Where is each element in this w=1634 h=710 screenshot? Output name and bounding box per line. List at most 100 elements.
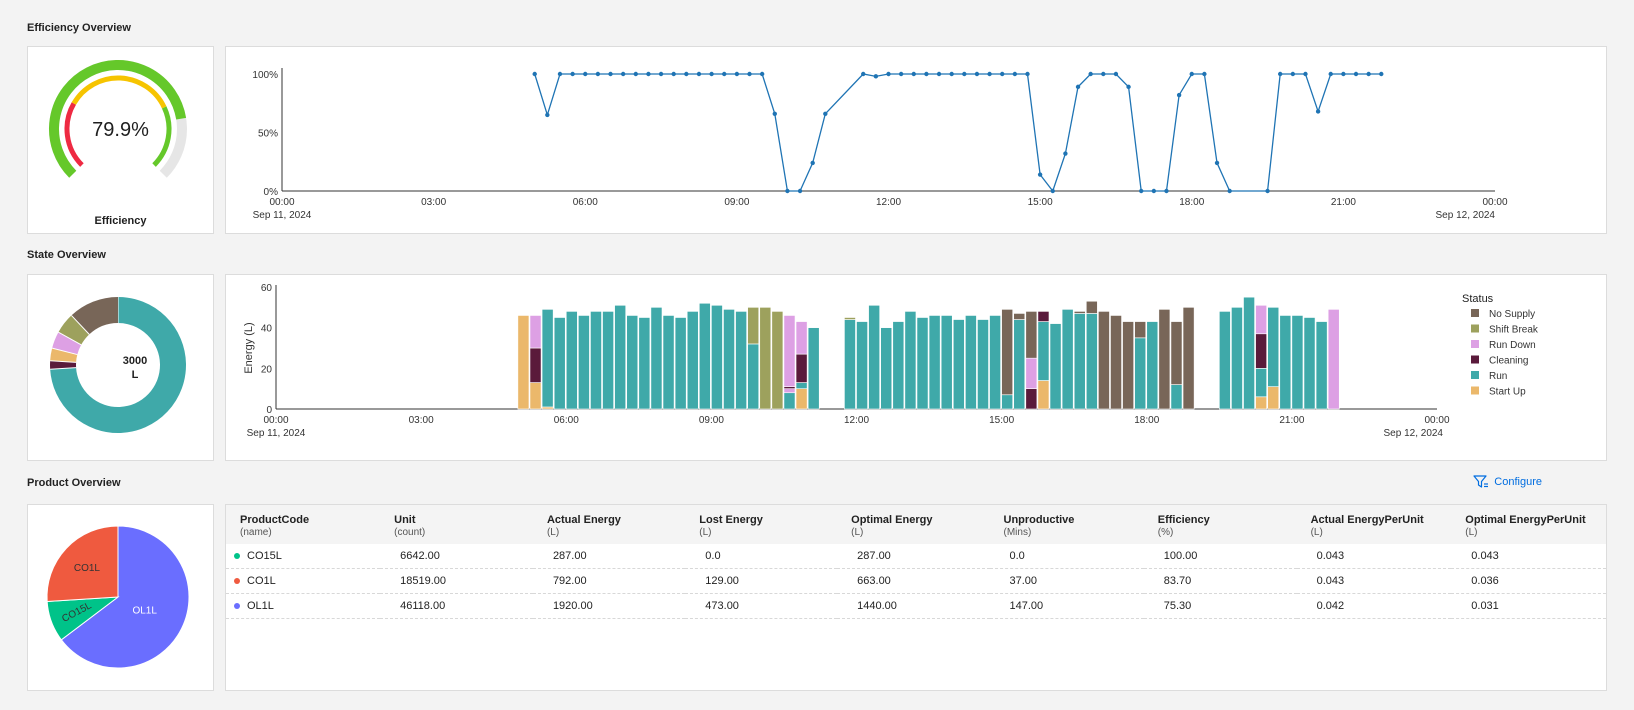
bar-segment[interactable]	[880, 327, 893, 410]
bar-segment[interactable]	[1037, 321, 1050, 381]
bar-segment[interactable]	[771, 311, 784, 410]
pie-slice[interactable]	[60, 525, 190, 669]
bar-segment[interactable]	[1001, 309, 1014, 396]
bar-segment[interactable]	[1255, 368, 1267, 398]
bar-segment[interactable]	[1085, 313, 1098, 410]
column-header[interactable]: Lost Energy (L)	[685, 505, 838, 544]
donut-slice[interactable]	[50, 297, 186, 433]
bar-segment[interactable]	[747, 307, 760, 345]
bar-segment[interactable]	[529, 347, 542, 383]
column-header[interactable]: Unit (count)	[380, 505, 533, 544]
column-header[interactable]: Efficiency (%)	[1143, 505, 1297, 544]
data-point[interactable]	[1025, 71, 1030, 77]
donut-slice[interactable]	[52, 332, 82, 355]
data-point[interactable]	[646, 71, 651, 77]
bar-segment[interactable]	[807, 327, 820, 410]
bar-segment[interactable]	[1146, 321, 1159, 410]
data-point[interactable]	[1164, 188, 1169, 194]
bar-segment[interactable]	[1255, 333, 1267, 369]
bar-segment[interactable]	[1255, 304, 1267, 335]
data-point[interactable]	[1037, 172, 1043, 177]
legend-item-label[interactable]: Cleaning	[1489, 356, 1528, 367]
bar-segment[interactable]	[795, 321, 808, 355]
data-point[interactable]	[684, 71, 689, 77]
data-point[interactable]	[595, 71, 601, 77]
data-point[interactable]	[1151, 188, 1157, 194]
configure-button[interactable]: Configure	[1473, 474, 1542, 490]
data-point[interactable]	[936, 71, 942, 77]
data-point[interactable]	[797, 188, 803, 194]
bar-segment[interactable]	[1073, 311, 1086, 314]
data-point[interactable]	[810, 160, 815, 166]
bar-segment[interactable]	[952, 319, 965, 410]
bar-segment[interactable]	[1013, 313, 1026, 320]
bar-segment[interactable]	[1061, 309, 1074, 410]
bar-segment[interactable]	[783, 386, 796, 389]
bar-segment[interactable]	[747, 343, 760, 410]
bar-segment[interactable]	[783, 388, 796, 394]
legend-item-label[interactable]: Shift Break	[1489, 325, 1539, 336]
bar-segment[interactable]	[1110, 315, 1122, 410]
bar-segment[interactable]	[1170, 384, 1183, 410]
data-point[interactable]	[671, 71, 676, 77]
bar-segment[interactable]	[1255, 396, 1267, 410]
bar-segment[interactable]	[1025, 311, 1038, 359]
column-header[interactable]: Actual Energy (L)	[532, 505, 686, 544]
data-point[interactable]	[861, 71, 866, 77]
data-point[interactable]	[722, 71, 727, 77]
data-point[interactable]	[545, 112, 550, 118]
bar-segment[interactable]	[989, 315, 1001, 410]
bar-segment[interactable]	[1303, 317, 1316, 410]
bar-segment[interactable]	[1243, 296, 1255, 410]
bar-segment[interactable]	[565, 311, 578, 410]
bar-segment[interactable]	[723, 309, 735, 410]
data-point[interactable]	[570, 71, 575, 77]
data-point[interactable]	[1101, 71, 1106, 77]
bar-segment[interactable]	[1327, 309, 1340, 410]
data-point[interactable]	[1315, 109, 1321, 114]
data-point[interactable]	[974, 71, 980, 77]
bar-segment[interactable]	[529, 315, 542, 349]
donut-slice[interactable]	[71, 297, 119, 335]
data-point[interactable]	[1012, 71, 1018, 77]
bar-segment[interactable]	[1267, 386, 1280, 410]
data-point[interactable]	[987, 71, 992, 77]
data-point[interactable]	[1303, 71, 1308, 77]
bar-segment[interactable]	[553, 317, 566, 410]
bar-segment[interactable]	[1085, 300, 1098, 314]
data-point[interactable]	[1214, 160, 1220, 166]
data-point[interactable]	[709, 71, 714, 77]
data-point[interactable]	[1366, 71, 1371, 77]
data-point[interactable]	[1379, 71, 1384, 77]
bar-segment[interactable]	[795, 382, 808, 389]
bar-segment[interactable]	[529, 382, 542, 410]
bar-segment[interactable]	[1170, 321, 1183, 385]
bar-segment[interactable]	[965, 315, 977, 410]
data-point[interactable]	[1000, 71, 1005, 77]
column-header[interactable]: Unproductive (Mins)	[989, 505, 1144, 544]
bar-segment[interactable]	[626, 315, 639, 410]
column-header[interactable]: Actual EnergyPerUnit (L)	[1296, 505, 1452, 544]
bar-segment[interactable]	[940, 315, 953, 410]
bar-segment[interactable]	[590, 311, 602, 410]
bar-segment[interactable]	[1315, 321, 1328, 410]
data-point[interactable]	[1353, 71, 1359, 77]
data-point[interactable]	[1189, 71, 1194, 77]
bar-segment[interactable]	[686, 311, 699, 410]
data-point[interactable]	[823, 111, 828, 116]
bar-segment[interactable]	[1025, 357, 1038, 389]
bar-segment[interactable]	[1001, 394, 1014, 410]
bar-segment[interactable]	[578, 315, 590, 410]
legend-item-label[interactable]: Run Down	[1489, 340, 1536, 351]
bar-segment[interactable]	[1231, 307, 1243, 410]
data-point[interactable]	[608, 71, 613, 77]
data-point[interactable]	[962, 71, 967, 77]
data-point[interactable]	[1088, 71, 1093, 77]
data-point[interactable]	[1202, 71, 1207, 77]
data-point[interactable]	[583, 71, 588, 77]
bar-segment[interactable]	[541, 406, 554, 410]
bar-segment[interactable]	[1182, 307, 1195, 410]
bar-segment[interactable]	[759, 307, 772, 410]
bar-segment[interactable]	[1098, 311, 1110, 410]
bar-segment[interactable]	[856, 321, 868, 410]
